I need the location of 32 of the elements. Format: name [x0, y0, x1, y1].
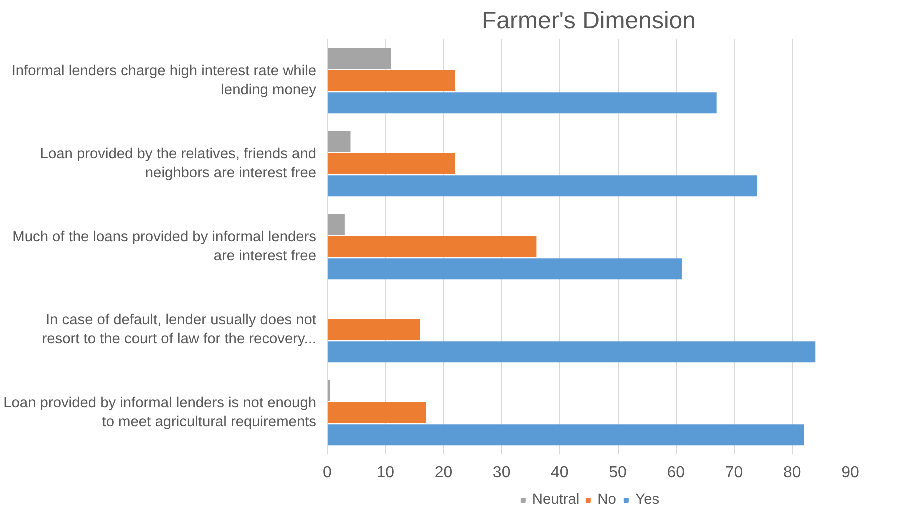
x-tick-label: 10 — [376, 464, 395, 482]
legend-label: No — [598, 492, 618, 508]
x-tick-label: 40 — [551, 464, 569, 482]
bar — [328, 258, 682, 280]
x-tick-label: 20 — [434, 464, 453, 482]
y-tick-label: Informal lenders charge high interest rate while lending money — [12, 63, 318, 99]
bar — [328, 402, 426, 424]
bar — [328, 176, 758, 197]
x-tick-label: 0 — [323, 464, 332, 482]
legend-label: Neutral — [532, 492, 580, 508]
x-tick-label: 70 — [725, 464, 744, 482]
bar — [328, 92, 717, 114]
bar — [328, 342, 816, 363]
x-tick-label: 90 — [842, 464, 860, 482]
legend-label: Yes — [636, 492, 660, 508]
y-tick-label: Much of the loans provided by informal lenders are interest free — [12, 229, 317, 265]
x-tick-label: 60 — [667, 464, 686, 482]
x-tick-label: 80 — [783, 464, 802, 482]
bar — [328, 153, 456, 175]
bar — [328, 48, 392, 70]
bar — [328, 70, 456, 92]
x-tick-label: 30 — [492, 464, 511, 482]
y-tick-label: In case of default, lender usually does not resort to the court of law for the recovery... — [42, 312, 317, 348]
y-tick-label: Loan provided by informal lenders is not enough to meet agricultural requirements — [4, 395, 317, 431]
x-tick-label: 50 — [609, 464, 628, 482]
bar — [328, 236, 537, 258]
bar — [328, 319, 420, 341]
bar — [328, 131, 351, 152]
bar — [328, 214, 345, 236]
bar — [328, 424, 804, 446]
y-tick-label: Loan provided by the relatives, friends and neighbors are interest free — [40, 146, 317, 182]
chart-title: Farmer's Dimension — [482, 8, 696, 34]
